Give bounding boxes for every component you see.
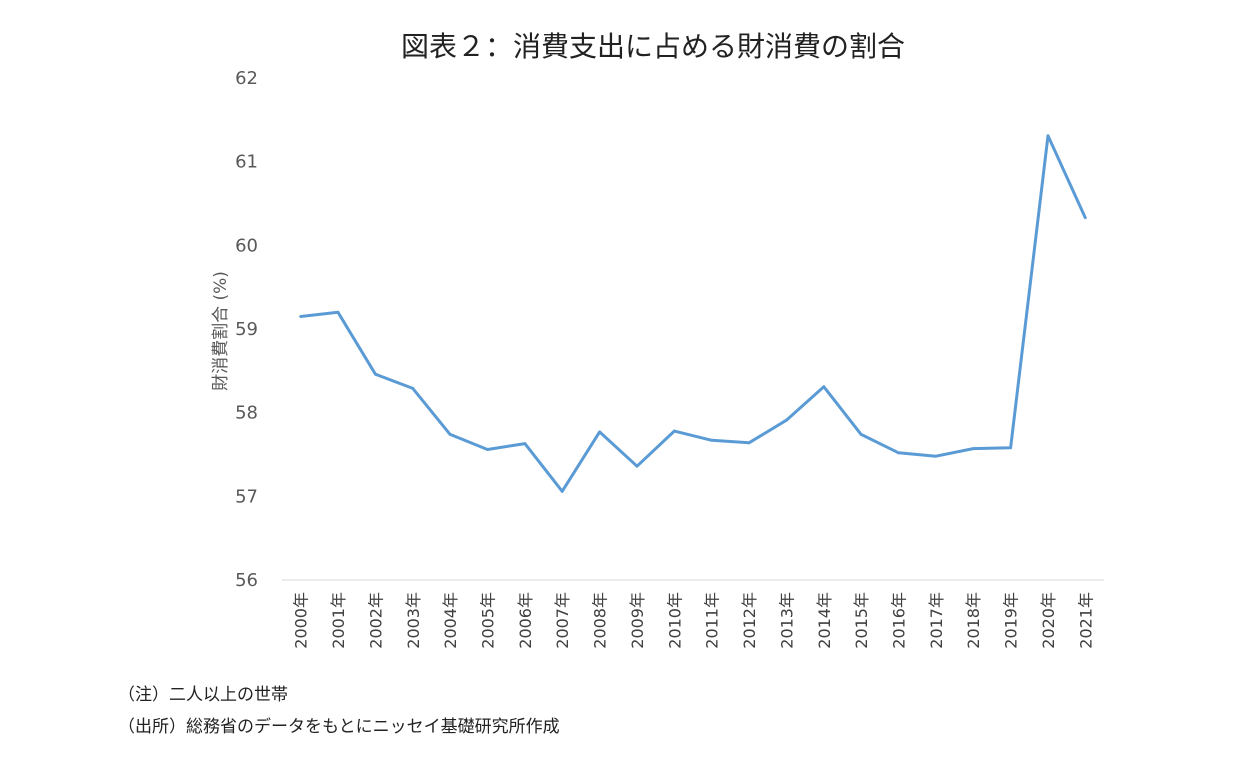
data-point [1046,134,1050,138]
data-point [560,489,564,493]
data-point [785,418,788,422]
x-tick-label: 2003年 [404,592,423,649]
y-tick-label: 60 [235,235,258,256]
data-point [448,433,452,436]
y-tick-label: 62 [235,68,258,89]
x-tick-label: 2007年 [553,592,572,649]
source-text: （出所）総務省のデータをもとにニッセイ基礎研究所作成 [118,717,560,737]
data-point [710,438,714,442]
data-point [336,310,340,314]
x-tick-label: 2013年 [777,592,796,649]
x-tick-label: 2020年 [1039,592,1058,649]
x-tick-label: 2019年 [1002,592,1021,649]
data-point [672,429,676,433]
x-tick-label: 2021年 [1076,592,1095,649]
data-point [897,451,900,455]
data-point [523,442,527,446]
data-point [1083,216,1087,220]
data-point [598,430,601,434]
x-tick-label: 2016年 [890,592,909,649]
data-point [859,433,863,436]
y-axis-label: 財消費割合 (%) [211,271,231,391]
data-point [971,447,975,451]
data-point [635,464,639,468]
y-tick-label: 59 [235,319,258,340]
x-tick-label: 2001年 [329,592,348,649]
data-point [411,387,415,390]
x-tick-label: 2015年 [852,592,871,649]
data-point [486,448,489,451]
x-tick-label: 2008年 [591,592,610,649]
y-tick-label: 61 [235,152,258,173]
data-point [822,385,826,389]
y-tick-label: 56 [235,570,258,591]
x-tick-label: 2006年 [516,592,535,649]
x-tick-label: 2010年 [665,592,684,649]
data-point [299,315,303,318]
x-tick-label: 2017年 [927,592,946,649]
x-tick-label: 2002年 [366,592,385,649]
y-tick-label: 58 [235,403,258,424]
y-tick-label: 57 [235,486,258,507]
x-tick-label: 2005年 [479,592,498,649]
x-tick-label: 2014年 [815,592,834,649]
note-text: （注）二人以上の世帯 [118,685,288,705]
series-line [300,134,1087,493]
x-tick-label: 2018年 [964,592,983,649]
x-tick-label: 2012年 [740,592,759,649]
data-point [374,372,377,376]
chart-title: 図表２：消費支出に占める財消費の割合 [401,30,905,63]
x-tick-label: 2011年 [703,592,722,649]
data-point [747,441,751,445]
y-axis-ticks: 56 57 58 59 60 61 62 [235,68,258,591]
data-points [299,134,1087,493]
data-point [1009,446,1012,450]
x-axis-ticks: 2000年 2001年 2002年 2003年 2004年 2005年 2006年 2007年… [292,592,1096,649]
data-point [934,454,938,458]
x-tick-label: 2004年 [441,592,460,649]
x-tick-label: 2009年 [628,592,647,649]
x-tick-label: 2000年 [292,592,311,649]
